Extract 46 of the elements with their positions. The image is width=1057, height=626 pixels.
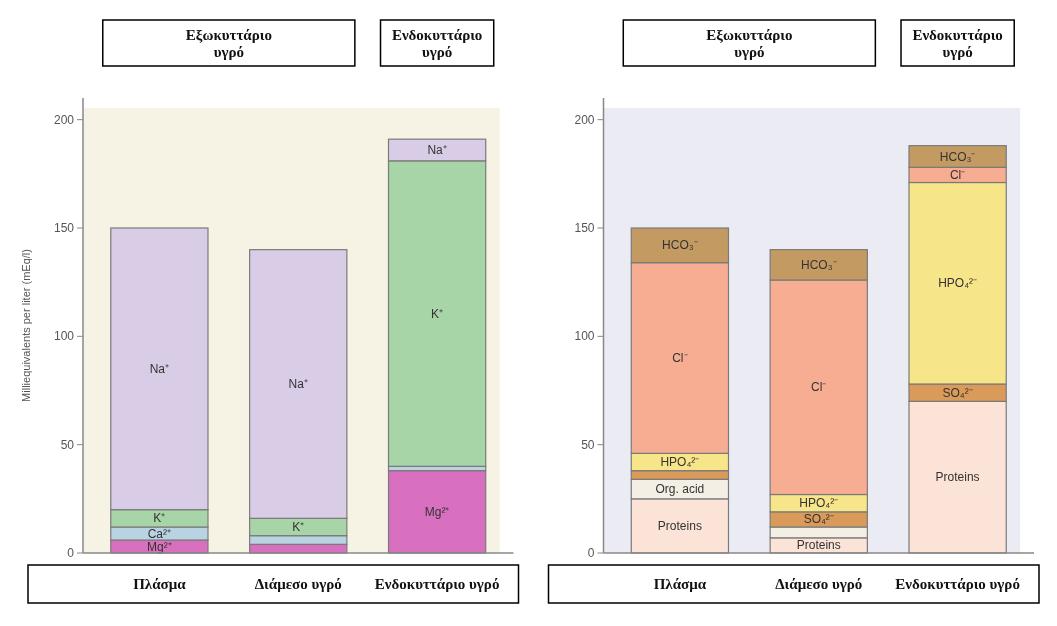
y-tick-label: 50 (60, 437, 75, 452)
y-tick-label: 200 (574, 112, 595, 127)
series-label: HPO₄²⁻ (799, 496, 839, 511)
y-tick-label: 100 (574, 329, 595, 344)
y-tick-label: 100 (53, 329, 75, 344)
y-tick-label: 50 (581, 437, 595, 452)
y-tick-label: 150 (574, 221, 595, 235)
series-label: Cl⁻ (949, 167, 966, 182)
text: HCO₃⁻ (662, 238, 698, 253)
series-label: HCO₃⁻ (939, 149, 976, 164)
x-tick-label: Πλάσμα (653, 576, 707, 592)
series-label: Mg²⁺ (147, 539, 172, 554)
series-label: Ca²⁺ (147, 526, 172, 541)
y-tick-label: 200 (53, 112, 75, 127)
text: Proteins (657, 518, 702, 533)
x-tick-label: Ενδοκυττάριο υγρό (374, 576, 500, 592)
text: Ενδοκυττάριο υγρό (912, 26, 1003, 60)
y-tick-label: 0 (67, 546, 75, 560)
y-axis-title: Milliequivalents per liter (mEq/l) (20, 249, 32, 402)
x-tick-label: Διάμεσο υγρό (254, 576, 342, 592)
x-tick-label: Διάμεσο υγρό (775, 576, 863, 592)
series-label: Org. acid (655, 482, 705, 497)
y-tick-label: 0 (587, 546, 595, 560)
bar (387, 470, 487, 554)
text: Mg²⁺ (424, 504, 450, 519)
text: Na⁺ (149, 361, 170, 376)
text: HCO₃⁻ (800, 257, 837, 272)
text: Ενδοκυττάριο υγρό (391, 26, 483, 60)
x-tick-label: Πλάσμα (133, 576, 187, 592)
text: Εξωκυττάριο υγρό (185, 26, 272, 60)
text: HPO₄²⁻ (938, 276, 978, 291)
text: Proteins (935, 470, 980, 485)
series-label: SO₄²⁻ (803, 512, 834, 527)
text: Εξωκυττάριο υγρό (706, 26, 793, 60)
x-tick-label: Ενδοκυττάριο υγρό (895, 576, 1020, 592)
text: K⁺ (431, 306, 444, 321)
series-label: Proteins (796, 538, 841, 553)
y-tick-label: 150 (53, 221, 75, 235)
text: K⁺ (292, 520, 305, 534)
text: HPO₄²⁻ (660, 455, 700, 469)
text: Cl⁻ (811, 380, 827, 395)
text: Cl⁻ (672, 351, 688, 365)
series-label: K⁺ (153, 511, 166, 526)
series-label: Na⁺ (427, 143, 447, 157)
text: SO₄²⁻ (942, 385, 973, 400)
text: Na⁺ (288, 377, 308, 391)
